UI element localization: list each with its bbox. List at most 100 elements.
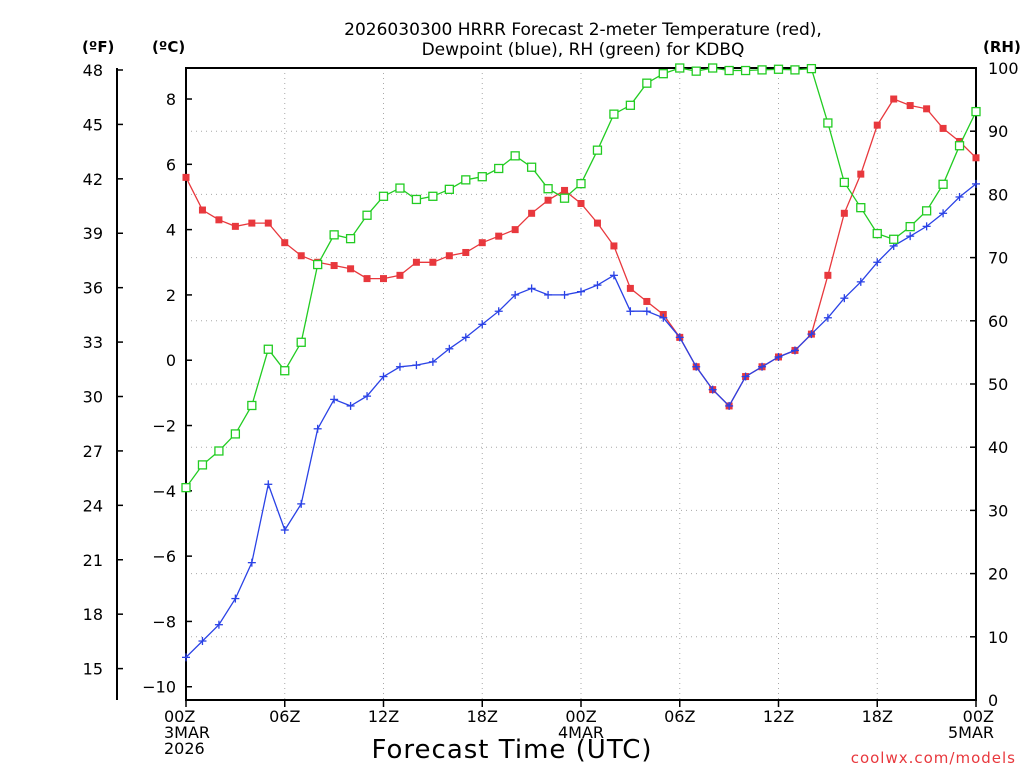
rh-point [247,400,257,411]
temperature-point [643,297,651,305]
temperature-point [610,242,618,250]
temperature-point [347,265,355,273]
rh-point [675,63,685,73]
fahrenheit-tick-label: 42 [83,170,103,189]
dewpoint-point [264,480,273,489]
x-tick-label: 00Z [565,707,596,726]
rh-point [691,66,701,76]
x-tick-label: 18Z [862,707,893,726]
dewpoint-point [626,307,635,316]
fahrenheit-tick-label: 36 [83,279,103,298]
temperature-point [824,271,832,279]
y-tick-labels: 151821242730333639424548−10−8−6−4−202468… [83,59,1019,710]
dewpoint-point [527,284,536,293]
rh-point [362,210,372,220]
temperature-point [182,173,190,181]
rh-tick-label: 70 [988,249,1008,268]
rh-point [411,194,422,205]
dewpoint-point [461,333,470,342]
dewpoint-point [231,594,240,603]
rh-point [625,100,636,110]
dewpoint-point [577,287,585,296]
rh-point [263,344,273,354]
rh-point [543,184,553,194]
temperature-point [231,222,239,230]
temperature-point [264,219,272,227]
temperature-point [380,275,387,283]
temperature-point [890,95,898,103]
dewpoint-point [494,307,503,316]
dewpoint-point [659,313,668,322]
rh-point [889,234,899,244]
dewpoint-point [873,258,882,267]
fahrenheit-tick-label: 33 [83,333,103,352]
rh-point [971,106,981,117]
grid-lines [186,68,976,700]
fahrenheit-tick-label: 18 [83,605,103,624]
temperature-point [330,262,338,270]
x-axis-label: Forecast Time (UTC) [371,735,652,765]
fahrenheit-tick-label: 27 [83,442,103,461]
dewpoint-point [609,271,618,280]
rh-tick-label: 30 [988,501,1008,520]
dewpoint-point [939,209,948,218]
x-tick-label: 3MAR [164,723,210,742]
rh-tick-label: 90 [988,122,1008,141]
dewpoint-point [906,232,915,241]
rh-point [510,151,520,161]
fahrenheit-tick-label: 30 [83,388,103,407]
rh-point [197,460,208,470]
rh-point [921,206,932,216]
temperature-point [626,284,634,292]
rh-tick-label: 50 [988,375,1008,394]
rh-point [395,183,405,193]
dewpoint-point [214,620,223,629]
rh-tick-label: 0 [988,691,998,710]
temperature-point [857,170,865,178]
rh-point [856,203,866,213]
rh-tick-label: 80 [988,185,1008,204]
x-tick-label: 5MAR [948,723,994,742]
rh-point [181,482,191,493]
temperature-point [577,200,585,208]
rh-point [708,63,718,73]
rh-point [345,233,356,244]
dewpoint-point [774,352,783,361]
fahrenheit-tick-label: 24 [83,496,103,515]
rh-point [461,175,471,185]
dewpoint-point [198,637,207,646]
rh-point [296,337,306,347]
dewpoint-point [972,179,980,188]
dewpoint-point [346,401,355,410]
rh-point [477,172,487,182]
rh-tick-label: 100 [988,59,1019,78]
rh-tick-label: 20 [988,565,1008,584]
dewpoint-point [478,320,487,329]
temperature-point [198,206,206,214]
rh-point [444,184,454,194]
temperature-point [873,121,881,129]
dewpoint-point [313,424,322,433]
celsius-tick-label: 8 [166,90,176,109]
dewpoint-point [675,333,684,342]
temperature-point [297,252,305,260]
rh-point [592,145,603,155]
temperature-point [528,209,536,217]
x-tick-label: 00Z [164,707,195,726]
dewpoint-point [330,395,339,404]
dewpoint-point [725,401,734,410]
temperature-point [939,124,947,132]
dewpoint-point [560,290,569,299]
rh-point [839,177,849,188]
axes [116,67,977,707]
celsius-tick-label: −10 [142,678,176,697]
rh-point [559,193,570,203]
x-tick-label: 4MAR [558,723,604,742]
rh-point [773,64,784,74]
rh-point [872,228,882,239]
temperature-point [972,154,980,162]
rh-point [740,65,751,76]
temperature-point [445,252,453,260]
rh-point [609,109,619,119]
